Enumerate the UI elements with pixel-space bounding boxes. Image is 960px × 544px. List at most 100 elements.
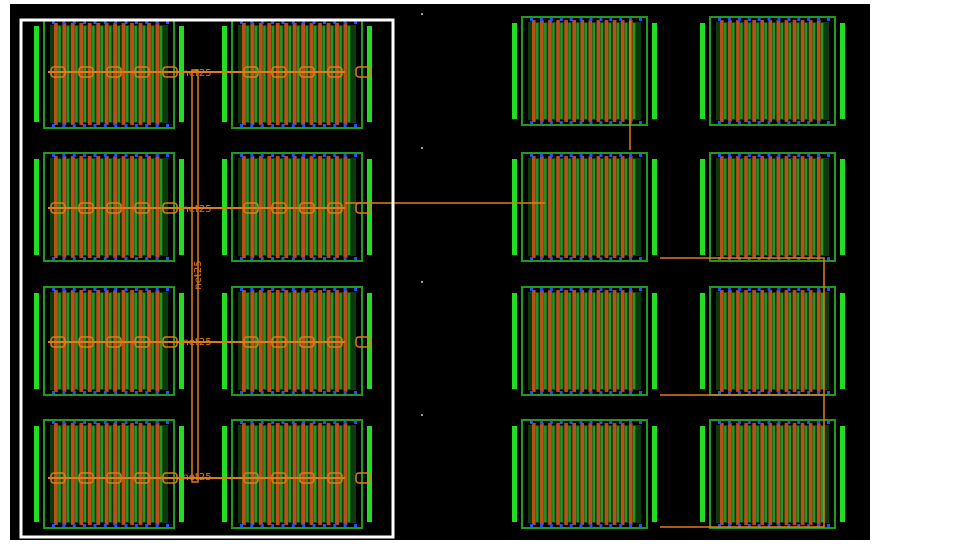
source-drain bbox=[58, 426, 61, 522]
gate-finger bbox=[580, 290, 585, 392]
source-drain bbox=[576, 159, 579, 255]
source-drain bbox=[732, 159, 735, 255]
source-drain bbox=[347, 426, 351, 522]
via bbox=[539, 288, 543, 291]
via bbox=[807, 121, 811, 124]
via bbox=[609, 154, 613, 157]
selection-box[interactable] bbox=[19, 18, 395, 539]
via bbox=[817, 18, 821, 21]
via bbox=[747, 288, 751, 291]
via bbox=[281, 524, 285, 527]
via bbox=[599, 524, 603, 527]
via bbox=[93, 288, 97, 291]
source-drain bbox=[305, 26, 308, 122]
transistor-cell-7 bbox=[222, 419, 372, 529]
source-drain bbox=[568, 426, 571, 522]
via bbox=[609, 391, 613, 394]
source-drain bbox=[796, 293, 800, 389]
via bbox=[599, 391, 603, 394]
via bbox=[62, 421, 66, 424]
gate-finger bbox=[54, 23, 58, 125]
vertical-net-trunk bbox=[191, 69, 199, 483]
source-drain bbox=[347, 26, 351, 122]
via bbox=[639, 524, 642, 527]
contact-pad bbox=[271, 336, 287, 348]
via bbox=[639, 391, 642, 394]
via bbox=[93, 524, 97, 527]
source-drain bbox=[313, 26, 317, 122]
via bbox=[83, 21, 87, 24]
source-drain bbox=[724, 426, 727, 522]
via bbox=[354, 21, 357, 24]
gate-finger bbox=[258, 23, 263, 125]
gate-finger bbox=[596, 20, 601, 122]
via bbox=[240, 524, 243, 527]
via bbox=[124, 524, 128, 527]
source-drain bbox=[812, 23, 816, 119]
gate-finger bbox=[628, 423, 633, 525]
via bbox=[83, 257, 87, 260]
contact-pad bbox=[78, 336, 94, 348]
source-drain bbox=[748, 159, 751, 255]
guard-ring bbox=[521, 16, 648, 126]
via bbox=[797, 391, 801, 394]
gate-finger bbox=[760, 290, 765, 392]
via bbox=[559, 257, 563, 260]
gate-finger bbox=[736, 156, 740, 258]
via bbox=[124, 257, 128, 260]
via bbox=[619, 257, 623, 260]
source-drain bbox=[624, 159, 628, 255]
via bbox=[145, 257, 149, 260]
via bbox=[539, 421, 543, 424]
via bbox=[134, 421, 138, 424]
source-drain bbox=[159, 426, 163, 522]
source-drain bbox=[576, 293, 579, 389]
contact-pad bbox=[243, 202, 259, 214]
source-drain bbox=[724, 293, 727, 389]
gate-finger bbox=[720, 290, 724, 392]
via bbox=[777, 18, 781, 21]
source-drain bbox=[339, 26, 342, 122]
via bbox=[250, 21, 254, 24]
via bbox=[343, 391, 347, 394]
gate-finger bbox=[792, 290, 797, 392]
source-drain bbox=[756, 293, 759, 389]
via bbox=[271, 421, 275, 424]
source-drain bbox=[788, 293, 792, 389]
via bbox=[727, 121, 731, 124]
gate-finger bbox=[318, 23, 322, 125]
via bbox=[72, 124, 76, 127]
gate-finger bbox=[267, 423, 272, 525]
guard-ring bbox=[521, 419, 648, 529]
via bbox=[114, 421, 118, 424]
via bbox=[302, 421, 306, 424]
source-drain bbox=[125, 26, 129, 122]
gate-finger bbox=[760, 156, 765, 258]
via bbox=[747, 18, 751, 21]
via bbox=[747, 121, 751, 124]
via bbox=[155, 524, 159, 527]
via bbox=[599, 18, 603, 21]
via bbox=[589, 288, 593, 291]
gate-finger bbox=[275, 23, 280, 125]
gate-finger bbox=[612, 290, 617, 392]
via bbox=[559, 18, 563, 21]
source-drain bbox=[772, 23, 775, 119]
gate-finger bbox=[792, 20, 797, 122]
via bbox=[260, 421, 264, 424]
via bbox=[124, 421, 128, 424]
via bbox=[124, 154, 128, 157]
via bbox=[312, 288, 316, 291]
source-drain bbox=[732, 23, 735, 119]
via bbox=[619, 18, 623, 21]
via bbox=[737, 18, 741, 21]
gate-finger bbox=[70, 23, 75, 125]
via bbox=[530, 154, 533, 157]
via bbox=[629, 257, 633, 260]
gate-finger bbox=[580, 20, 585, 122]
via bbox=[114, 154, 118, 157]
source-drain bbox=[732, 293, 735, 389]
via bbox=[302, 524, 306, 527]
via bbox=[589, 257, 593, 260]
